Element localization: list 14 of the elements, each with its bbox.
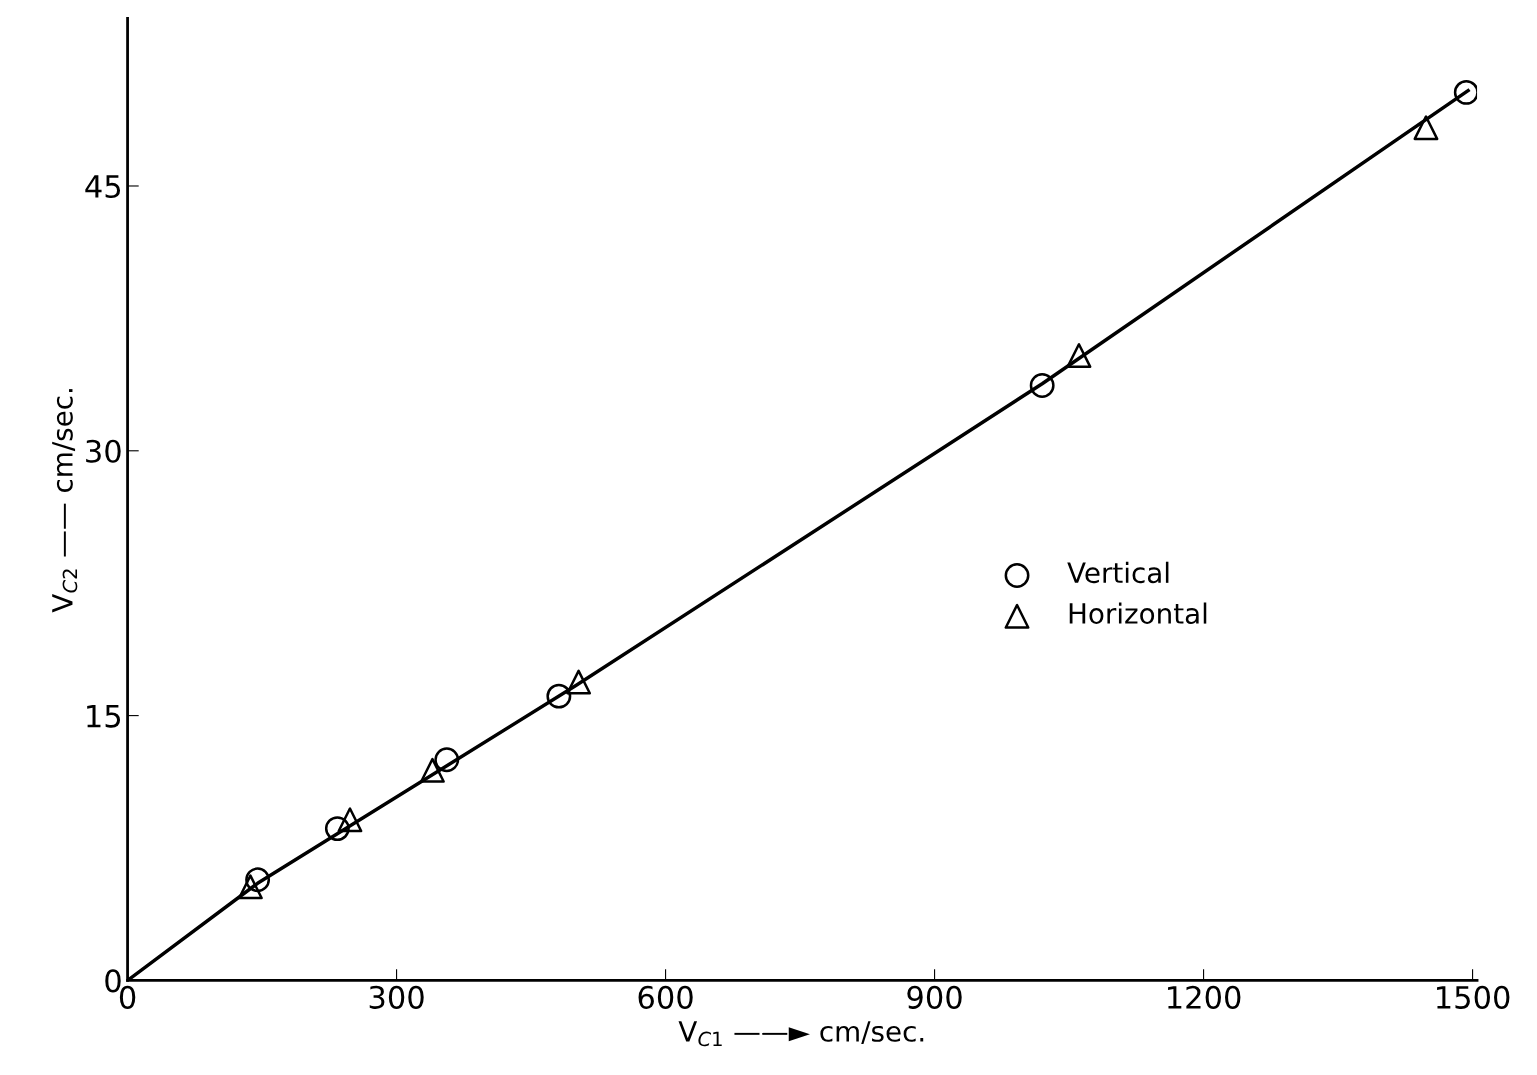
y-tick-label: 15 — [87, 704, 121, 728]
legend-label: Vertical — [1067, 561, 1169, 584]
x-tick-label: 1500 — [1437, 985, 1510, 1009]
y-tick-label: 30 — [86, 439, 121, 463]
y-tick-label: 0 — [105, 969, 121, 993]
x-tick-label: 0 — [119, 985, 136, 1009]
x-axis-title: V$_{C1}$ ——► cm/sec. — [678, 1021, 924, 1047]
y-axis-title: V$_{C2}$ —— cm/sec. — [52, 389, 78, 613]
y-tick-label: 45 — [85, 175, 121, 199]
x-tick-label: 1200 — [1168, 985, 1241, 1009]
x-tick-label: 600 — [638, 985, 693, 1009]
x-tick-label: 300 — [369, 985, 424, 1009]
x-tick-label: 900 — [907, 985, 962, 1009]
legend-label: Horizontal — [1069, 602, 1207, 624]
